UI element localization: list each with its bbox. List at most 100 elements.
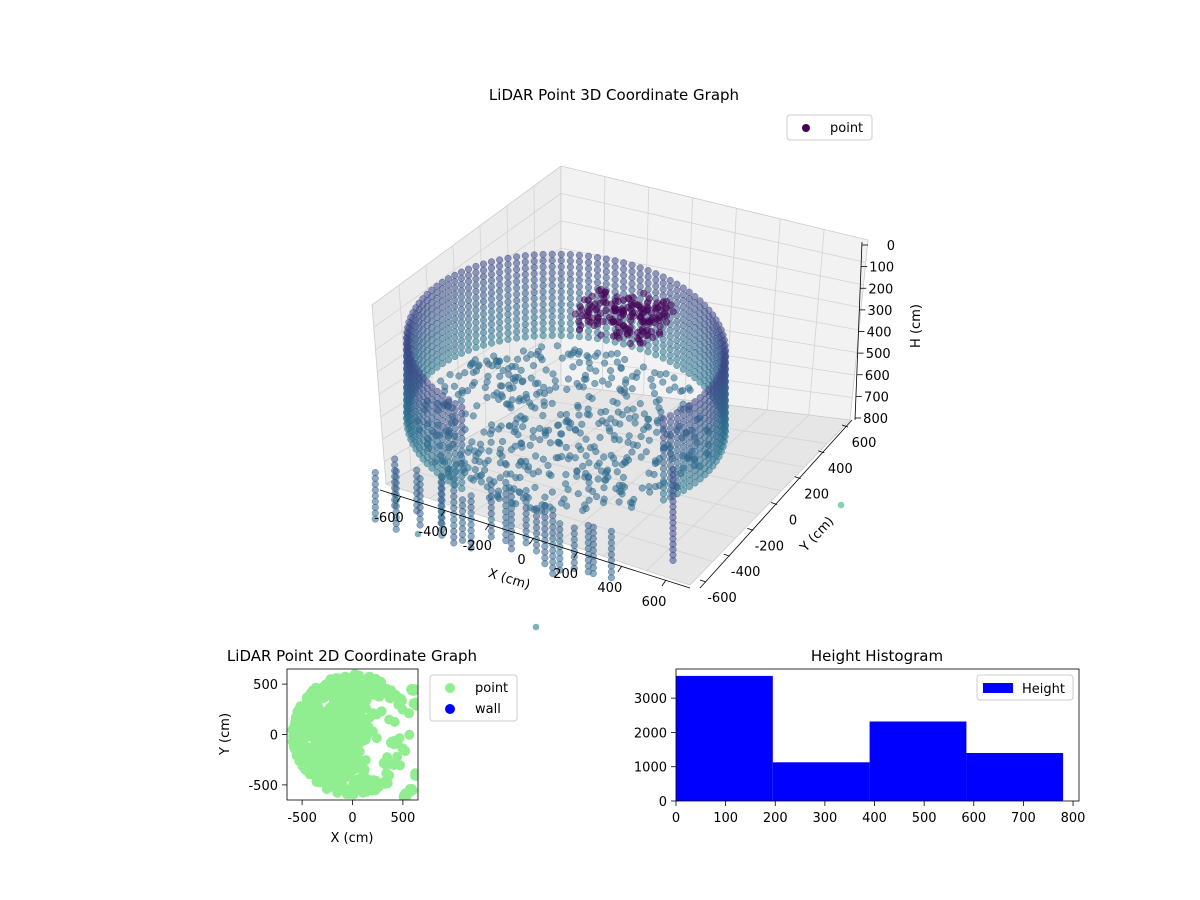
data-point-3d xyxy=(620,340,628,348)
data-point-3d xyxy=(472,294,480,302)
data-point-3d xyxy=(685,451,694,460)
data-point-3d xyxy=(670,374,678,382)
data-point-3d xyxy=(496,318,504,326)
data-point-3d xyxy=(530,301,538,309)
x-axis-label-3d: X (cm) xyxy=(486,566,532,593)
data-point-3d xyxy=(620,259,628,267)
data-point-3d xyxy=(496,287,504,295)
data-point-3d xyxy=(611,275,619,284)
data-point-3d xyxy=(604,380,612,388)
data-point-3d xyxy=(457,306,466,314)
data-point-3d xyxy=(513,278,521,286)
data-point-2d xyxy=(330,709,341,720)
y-tick-label-3d: -200 xyxy=(755,539,785,554)
data-point-3d xyxy=(539,325,547,333)
scatter-2d-points xyxy=(287,669,418,800)
data-point-3d xyxy=(625,432,633,440)
data-point-3d xyxy=(529,433,537,441)
data-point-3d xyxy=(593,305,601,313)
data-point-3d xyxy=(451,412,459,420)
data-point-3d xyxy=(464,321,473,329)
data-point-3d xyxy=(679,353,687,361)
data-point-3d xyxy=(445,421,453,429)
data-point-3d xyxy=(539,411,547,420)
data-point-3d xyxy=(530,307,538,315)
data-point-3d xyxy=(585,411,593,419)
y-tick-label-2d: 500 xyxy=(253,678,278,693)
data-point-3d xyxy=(624,303,632,311)
data-point-3d xyxy=(414,530,422,538)
data-point-3d xyxy=(458,460,466,468)
data-point-3d xyxy=(458,441,466,449)
data-point-3d xyxy=(600,453,608,461)
data-point-3d xyxy=(505,371,513,379)
data-point-3d xyxy=(457,274,466,282)
data-point-3d xyxy=(673,343,681,351)
data-point-3d xyxy=(527,374,535,382)
data-point-3d xyxy=(685,402,694,410)
y-tick-label-3d: 400 xyxy=(828,462,853,477)
data-point-3d xyxy=(464,265,473,273)
data-point-3d xyxy=(513,290,521,298)
data-point-3d xyxy=(673,361,681,369)
data-point-3d xyxy=(539,250,547,258)
data-point-3d xyxy=(467,474,475,482)
data-point-3d xyxy=(586,364,594,372)
x-tick-label-3d: 400 xyxy=(597,581,622,596)
data-point-3d xyxy=(620,278,628,286)
data-point-3d xyxy=(416,521,424,529)
x-tick-label-3d: 600 xyxy=(642,595,667,610)
y-tick-mark-3d xyxy=(818,450,825,454)
data-point-2d xyxy=(351,686,362,697)
data-point-3d xyxy=(444,275,453,283)
data-point-3d xyxy=(686,386,694,394)
data-point-3d xyxy=(589,487,597,495)
data-point-3d xyxy=(671,383,679,391)
data-point-3d xyxy=(607,574,615,582)
data-point-3d xyxy=(652,288,660,296)
data-point-3d xyxy=(458,478,466,486)
data-point-3d xyxy=(646,488,654,496)
data-point-3d xyxy=(504,323,512,331)
data-point-3d xyxy=(451,418,459,426)
data-point-3d xyxy=(570,564,578,573)
data-point-3d xyxy=(496,256,504,264)
data-point-3d xyxy=(515,488,523,496)
data-point-3d xyxy=(487,326,496,335)
data-point-3d xyxy=(457,343,466,351)
data-point-3d xyxy=(659,279,667,287)
data-point-3d xyxy=(479,285,488,293)
data-point-3d xyxy=(608,318,616,326)
data-point-3d xyxy=(564,350,572,358)
data-point-3d xyxy=(451,431,459,439)
data-point-3d xyxy=(533,350,541,358)
data-point-3d xyxy=(444,343,453,351)
data-point-3d xyxy=(472,337,480,345)
data-point-3d xyxy=(439,448,447,456)
data-point-3d xyxy=(673,446,681,454)
data-point-3d xyxy=(637,433,645,441)
data-point-2d xyxy=(380,759,391,770)
data-point-3d xyxy=(451,346,459,354)
data-point-3d xyxy=(651,483,659,491)
data-point-3d xyxy=(610,435,618,443)
z-tick-label-3d: 600 xyxy=(865,369,890,384)
data-point-3d xyxy=(521,320,529,328)
data-point-3d xyxy=(593,266,602,274)
data-point-3d xyxy=(636,282,644,291)
data-point-3d xyxy=(487,301,496,310)
y-tick-mark-3d xyxy=(747,527,754,531)
data-point-3d xyxy=(633,301,641,309)
data-point-3d xyxy=(647,375,655,383)
data-point-3d xyxy=(513,259,521,267)
data-point-3d xyxy=(650,389,659,398)
data-point-3d xyxy=(457,318,466,326)
data-point-3d xyxy=(551,377,559,385)
data-point-3d xyxy=(541,560,549,568)
data-point-3d xyxy=(471,466,479,474)
data-point-3d xyxy=(652,282,660,290)
data-point-3d xyxy=(628,280,636,288)
data-point-3d xyxy=(579,506,587,514)
data-point-3d xyxy=(444,331,453,339)
data-point-3d xyxy=(437,377,445,385)
